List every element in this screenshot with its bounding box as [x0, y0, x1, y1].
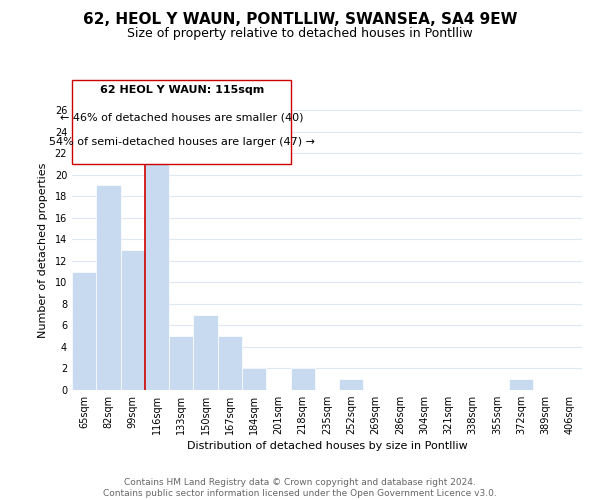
Bar [290, 368, 315, 390]
Bar [218, 336, 242, 390]
Bar [145, 153, 169, 390]
Text: Contains HM Land Registry data © Crown copyright and database right 2024.
Contai: Contains HM Land Registry data © Crown c… [103, 478, 497, 498]
Text: 54% of semi-detached houses are larger (47) →: 54% of semi-detached houses are larger (… [49, 138, 314, 147]
Bar [193, 314, 218, 390]
Y-axis label: Number of detached properties: Number of detached properties [38, 162, 47, 338]
Text: 62, HEOL Y WAUN, PONTLLIW, SWANSEA, SA4 9EW: 62, HEOL Y WAUN, PONTLLIW, SWANSEA, SA4 … [83, 12, 517, 28]
Bar [121, 250, 145, 390]
Text: Size of property relative to detached houses in Pontlliw: Size of property relative to detached ho… [127, 28, 473, 40]
Text: 62 HEOL Y WAUN: 115sqm: 62 HEOL Y WAUN: 115sqm [100, 85, 264, 95]
Bar [169, 336, 193, 390]
Bar [242, 368, 266, 390]
Bar [339, 379, 364, 390]
Bar [509, 379, 533, 390]
Text: ← 46% of detached houses are smaller (40): ← 46% of detached houses are smaller (40… [60, 112, 304, 122]
X-axis label: Distribution of detached houses by size in Pontlliw: Distribution of detached houses by size … [187, 442, 467, 452]
Bar [72, 272, 96, 390]
Bar [96, 186, 121, 390]
